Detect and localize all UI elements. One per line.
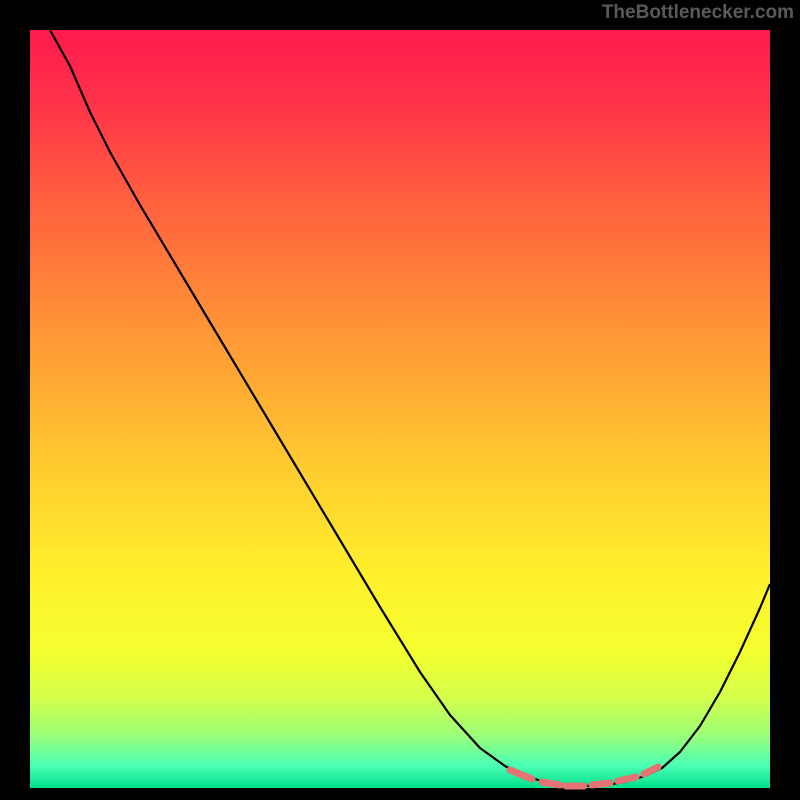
bottleneck-chart: TheBottlenecker.com [0,0,800,800]
watermark-text: TheBottlenecker.com [602,2,794,24]
chart-svg [0,0,800,800]
